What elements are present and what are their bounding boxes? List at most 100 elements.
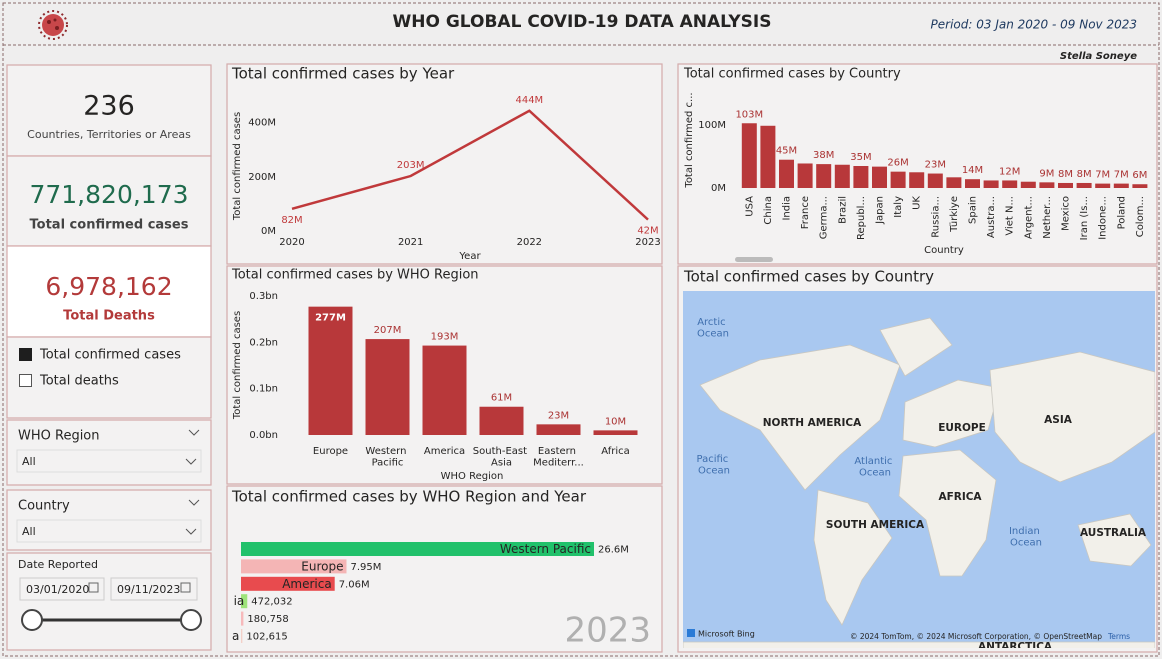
y-tick-label: 0M [261, 226, 276, 237]
data-label: 193M [431, 332, 459, 343]
calendar-icon[interactable] [180, 582, 191, 593]
bar [365, 339, 410, 435]
land [1077, 513, 1152, 567]
kpi-label: Total Deaths [63, 309, 155, 324]
race-bars: Western Pacific 26.6M Europe 7.95M America 7.… [232, 542, 629, 643]
date-start[interactable]: 03/01/2020 [26, 583, 89, 596]
provider: Microsoft Bing [698, 630, 755, 639]
y-tick-label: 0.0bn [249, 430, 278, 441]
bar [816, 164, 832, 188]
data-label: 26M [887, 158, 908, 169]
x-axis-label: Year [458, 251, 481, 262]
x-tick-label: Nether... [1042, 196, 1053, 239]
bar [909, 172, 925, 188]
y-tick-label: 400M [248, 118, 276, 129]
slicer-panel [6, 552, 212, 651]
toggle-checkbox[interactable] [19, 374, 32, 387]
land [699, 344, 901, 491]
bar [241, 576, 335, 591]
bar [1039, 182, 1055, 188]
bar-category-label: a [232, 629, 239, 643]
bar [1020, 181, 1036, 188]
slicer-title: Date Reported [18, 558, 98, 571]
date-input[interactable] [19, 577, 105, 601]
continent-label: ANTARCTICA [978, 641, 1053, 653]
provider-logo [687, 629, 695, 637]
x-tick-label: Italy [893, 196, 904, 218]
bar [872, 166, 887, 188]
calendar-icon[interactable] [88, 582, 99, 593]
data-label: 42M [637, 226, 658, 237]
slicer-title: WHO Region [18, 429, 100, 444]
bar-category-label: ia [234, 594, 245, 608]
x-tick-label: Russia... [930, 196, 941, 238]
kpi-value: 771,820,173 [29, 180, 188, 209]
x-tick-label: Austra... [986, 196, 997, 238]
kpi-value: 236 [83, 91, 135, 122]
x-tick-label: Iran (Is... [1079, 196, 1090, 240]
land [879, 317, 953, 377]
data-label: 38M [813, 150, 834, 161]
data-label: 14M [962, 165, 983, 176]
bar [241, 611, 244, 626]
data-label: 23M [548, 410, 569, 421]
period: Period: 03 Jan 2020 - 09 Nov 2023 [931, 18, 1137, 32]
data-label: 23M [925, 160, 946, 171]
kpi-card [6, 64, 212, 157]
continent-label: ASIA [1044, 414, 1073, 426]
chevron[interactable] [185, 458, 197, 465]
data-label: 103M [735, 109, 763, 120]
dropdown-value[interactable]: All [22, 525, 36, 538]
x-tick-label: China [763, 196, 774, 225]
slider-handle[interactable] [21, 609, 43, 631]
data-label: 277M [315, 313, 346, 324]
ocean-label: Indian Ocean [1009, 526, 1043, 549]
data-label: 35M [850, 152, 871, 163]
bar [422, 345, 467, 435]
toggle-label[interactable]: Total confirmed cases [39, 348, 181, 363]
chevron[interactable] [185, 528, 197, 535]
chart-title: Total confirmed cases by Country [683, 268, 934, 286]
slider-handle[interactable] [180, 609, 202, 631]
chevron[interactable] [188, 499, 200, 506]
data-label: 7.06M [339, 579, 370, 590]
bar [1002, 180, 1018, 188]
date-input[interactable] [110, 577, 198, 601]
x-tick-label: Africa [601, 446, 630, 457]
kpi-label: Countries, Territories or Areas [27, 128, 191, 141]
chart-panel [677, 63, 1158, 265]
author: Stella Soneye [1060, 51, 1137, 62]
x-tick-label: UK [912, 196, 923, 210]
x-tick-label: Türkiye [949, 196, 960, 233]
bar [1132, 184, 1148, 188]
x-tick-label: Argent... [1023, 196, 1034, 239]
data-label: 180,758 [247, 614, 288, 625]
chart-title: Total confirmed cases by Country [683, 67, 901, 82]
bar [779, 159, 794, 188]
dropdown[interactable] [16, 449, 202, 473]
data-label: 45M [776, 146, 797, 157]
data-label: 8M [1058, 169, 1073, 180]
chevron[interactable] [188, 429, 200, 436]
date-end[interactable]: 09/11/2023 [117, 583, 180, 596]
land [902, 379, 1001, 448]
data-label: 6M [1132, 170, 1147, 181]
x-tick-label: Japan [875, 196, 886, 225]
dropdown-value[interactable]: All [22, 455, 36, 468]
bar [927, 173, 943, 188]
dashboard-title: WHO GLOBAL COVID-19 DATA ANALYSIS [392, 12, 771, 32]
x-tick-label: Indone... [1098, 196, 1109, 240]
x-tick-label: Germa... [819, 196, 830, 239]
x-tick-label: Viet N... [1005, 196, 1016, 236]
y-tick-label: 0M [711, 183, 726, 194]
y-axis-label: Total confirmed cases [232, 112, 243, 221]
toggle-label[interactable]: Total deaths [39, 374, 119, 389]
dropdown[interactable] [16, 519, 202, 543]
terms-link[interactable]: Terms [1107, 632, 1130, 641]
virus-icon [38, 10, 68, 40]
bar [1058, 182, 1073, 188]
chart-panel [226, 63, 663, 265]
toggle-checkbox[interactable] [19, 348, 32, 361]
frame-label: 2023 [564, 611, 651, 651]
data-label: 82M [281, 215, 302, 226]
